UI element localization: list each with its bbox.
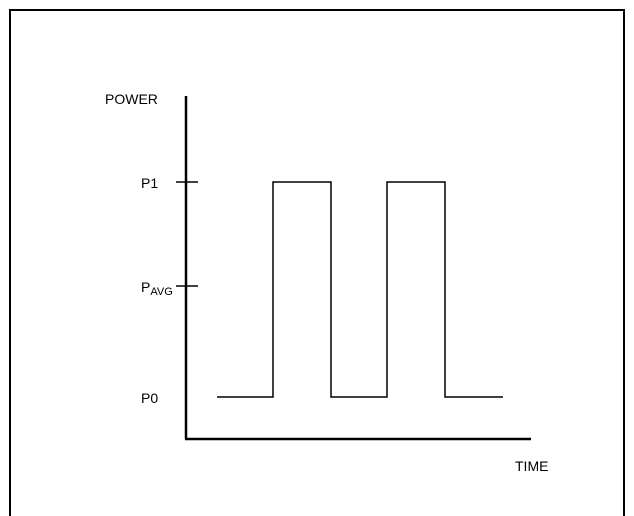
level-label-pavg-main: P <box>141 279 150 295</box>
level-label-pavg-sub: AVG <box>150 286 172 298</box>
y-axis-label: POWER <box>105 91 158 107</box>
x-axis-label: TIME <box>515 458 548 474</box>
level-label-p1: P1 <box>141 175 158 191</box>
level-label-p0: P0 <box>141 390 158 406</box>
level-label-pavg: PAVG <box>141 279 173 298</box>
diagram-border <box>9 9 625 516</box>
pulse-waveform <box>217 181 503 398</box>
